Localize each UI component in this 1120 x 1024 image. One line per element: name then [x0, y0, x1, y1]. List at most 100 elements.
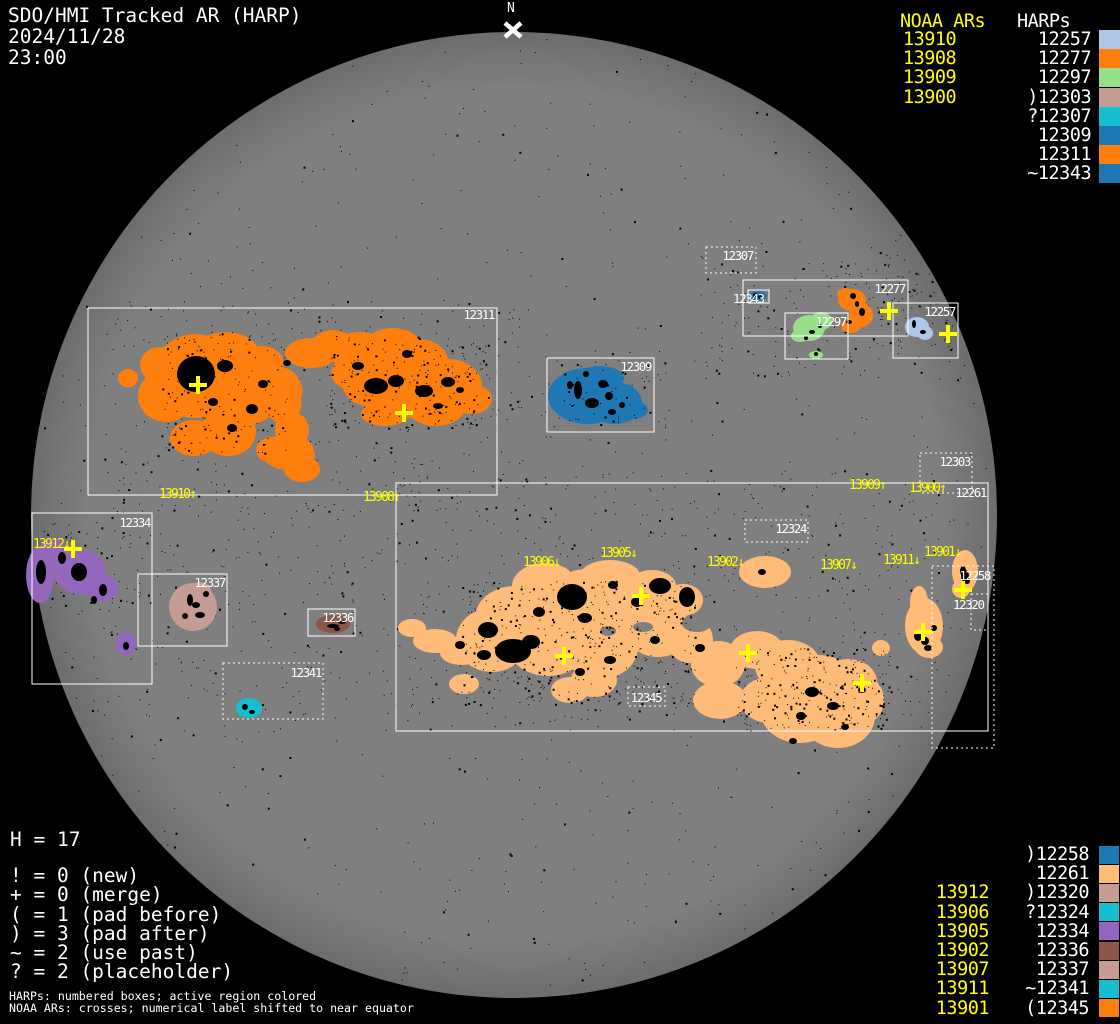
- harp-box-label-12324: 12324: [775, 521, 807, 536]
- harp-boxes: 12311 12309 12307 12277 12297 12257 12303 12261…: [31, 246, 995, 749]
- harp-number: ~12343: [1027, 163, 1092, 185]
- harp-box-label-12343: 12343: [733, 291, 765, 306]
- harp-box-label-12309: 12309: [620, 359, 652, 374]
- legend-bottom-right: )12258 12261 13912)12320 13906 ?12324 13905 12…: [900, 844, 1120, 1019]
- noaa-cross: [914, 623, 932, 641]
- noaa-ar-label: 13909↑: [849, 478, 885, 493]
- noaa-cross: [64, 540, 82, 558]
- legend-bottom-right-rows: )12258 12261 13912)12320 13906 ?12324 13905 12…: [900, 844, 1120, 1019]
- noaa-ar-label: 13902↓: [707, 555, 743, 570]
- symbol-legend-line: ~ = 2 (use past): [10, 941, 198, 965]
- symbol-legend-line: ? = 2 (placeholder): [10, 960, 234, 984]
- noaa-ar-number: 13911: [935, 978, 990, 1000]
- noaa-crosses: [64, 302, 972, 692]
- noaa-ar-label: 13906↓: [523, 555, 559, 570]
- harp-number: )12320: [1025, 882, 1089, 904]
- harp-box-label-12297: 12297: [815, 314, 847, 329]
- legend-top-right: NOAA ARs HARPs 13910 12257 13908 12277 13909…: [900, 11, 1120, 184]
- noaa-ar-label: 13900↑: [909, 481, 945, 496]
- harp-box-12303: [919, 452, 973, 494]
- harp-box-12258: [931, 565, 995, 749]
- north-marker-x: [503, 21, 523, 39]
- blob-holes: [301, 380, 775, 698]
- harp-number: 12277: [1037, 48, 1092, 70]
- legend-row: 13907 12337: [900, 959, 1120, 981]
- page-title: SDO/HMI Tracked AR (HARP): [8, 4, 302, 27]
- active-region-blob-12277: [837, 288, 873, 333]
- legend-row: 13908 12277: [900, 48, 1120, 70]
- harp-color-swatch: [1099, 145, 1120, 165]
- harp-number: 12261: [1035, 863, 1090, 885]
- harp-color-swatch: [1099, 979, 1119, 998]
- harp-color-swatch: [1099, 106, 1120, 126]
- harp-color-swatch: [1099, 845, 1119, 864]
- legend-row: 13901 (12345: [900, 997, 1120, 1019]
- legend-row: 13906 ?12324: [900, 901, 1120, 923]
- harp-color-swatch: [1099, 164, 1120, 184]
- harp-box-12336: [307, 608, 356, 637]
- noaa-cross: [632, 587, 650, 605]
- noaa-ar-label: 13911↓: [883, 553, 919, 568]
- noaa-cross: [880, 302, 898, 320]
- harp-number: )12258: [1025, 844, 1089, 866]
- north-direction-label: N: [507, 1, 515, 16]
- symbol-legend-line: ) = 3 (pad after): [10, 921, 210, 945]
- noaa-ar-number: 13907: [935, 959, 990, 981]
- legend-row: 13911 ~12341: [900, 978, 1120, 1000]
- harp-number: ?12324: [1025, 901, 1089, 923]
- harp-number: 12337: [1035, 959, 1090, 981]
- legend-row: 12311: [900, 144, 1120, 165]
- noaa-ar-number: 13909: [903, 67, 957, 89]
- symbol-legend: ! = 0 (new) + = 0 (merge)( = 1 (pad befor…: [10, 866, 234, 984]
- noaa-cross: [189, 376, 207, 394]
- harp-number: ~12341: [1025, 978, 1089, 1000]
- harp-box-12277: [742, 279, 909, 337]
- legend-row: 13905 12334: [900, 921, 1120, 942]
- harp-color-swatch: [1099, 960, 1119, 979]
- legend-row: ?12307: [900, 106, 1120, 127]
- harp-box-label-12261: 12261: [955, 485, 987, 500]
- noaa-ar-label: 13907↓: [820, 558, 856, 573]
- harp-box-label-12320: 12320: [953, 597, 985, 612]
- harp-box-12343: [747, 289, 770, 304]
- harp-box-12311: [87, 307, 498, 496]
- harp-box-label-12345: 12345: [631, 690, 663, 705]
- harp-box-label-12307: 12307: [722, 248, 754, 263]
- harp-box-12320: [970, 593, 989, 631]
- harp-box-12309: [546, 357, 655, 433]
- noaa-ar-number: 13900: [903, 86, 957, 108]
- harp-color-swatch: [1099, 922, 1119, 941]
- legend-row: 12309: [900, 125, 1120, 147]
- noaa-ar-label: 13908↑: [363, 490, 399, 505]
- harp-box-12257: [892, 302, 959, 359]
- harp-box-label-12277: 12277: [874, 281, 906, 296]
- harp-number: 12336: [1035, 940, 1090, 962]
- harp-box-12345: [627, 686, 666, 707]
- harp-box-label-12336: 12336: [322, 610, 354, 625]
- time-label: 23:00: [8, 46, 67, 69]
- legend-row: 13902 12336: [900, 940, 1120, 962]
- noaa-ar-label: 13901↓: [924, 545, 960, 560]
- harp-box-label-12337: 12337: [194, 575, 226, 590]
- active-region-blob-12341: [236, 698, 262, 718]
- legend-row: )12258: [900, 844, 1120, 866]
- harp-box-label-12303: 12303: [939, 454, 971, 469]
- noaa-ar-number: 13906: [935, 901, 990, 923]
- noaa-cross: [853, 674, 871, 692]
- harp-color-swatch: [1099, 68, 1120, 88]
- noaa-ar-label: 13910↑: [159, 487, 195, 502]
- harps-header: HARPs: [1017, 11, 1071, 32]
- legend-row: 13909 12297: [900, 67, 1120, 89]
- footnote-line: NOAA ARs: crosses; numerical label shift…: [9, 1000, 414, 1015]
- harp-box-12334: [31, 512, 153, 685]
- noaa-cross: [395, 404, 413, 422]
- harp-color-swatch: [1099, 87, 1120, 107]
- harp-color-swatch: [1099, 126, 1120, 146]
- noaa-ar-number: 13901: [935, 997, 990, 1019]
- active-regions: [26, 288, 978, 748]
- harp-number: 12309: [1037, 125, 1092, 147]
- harp-box-label-12257: 12257: [924, 304, 956, 319]
- active-region-blob-12311: [118, 328, 492, 482]
- noaa-cross: [939, 325, 957, 343]
- footnote-line: HARPs: numbered boxes; active region col…: [9, 989, 317, 1003]
